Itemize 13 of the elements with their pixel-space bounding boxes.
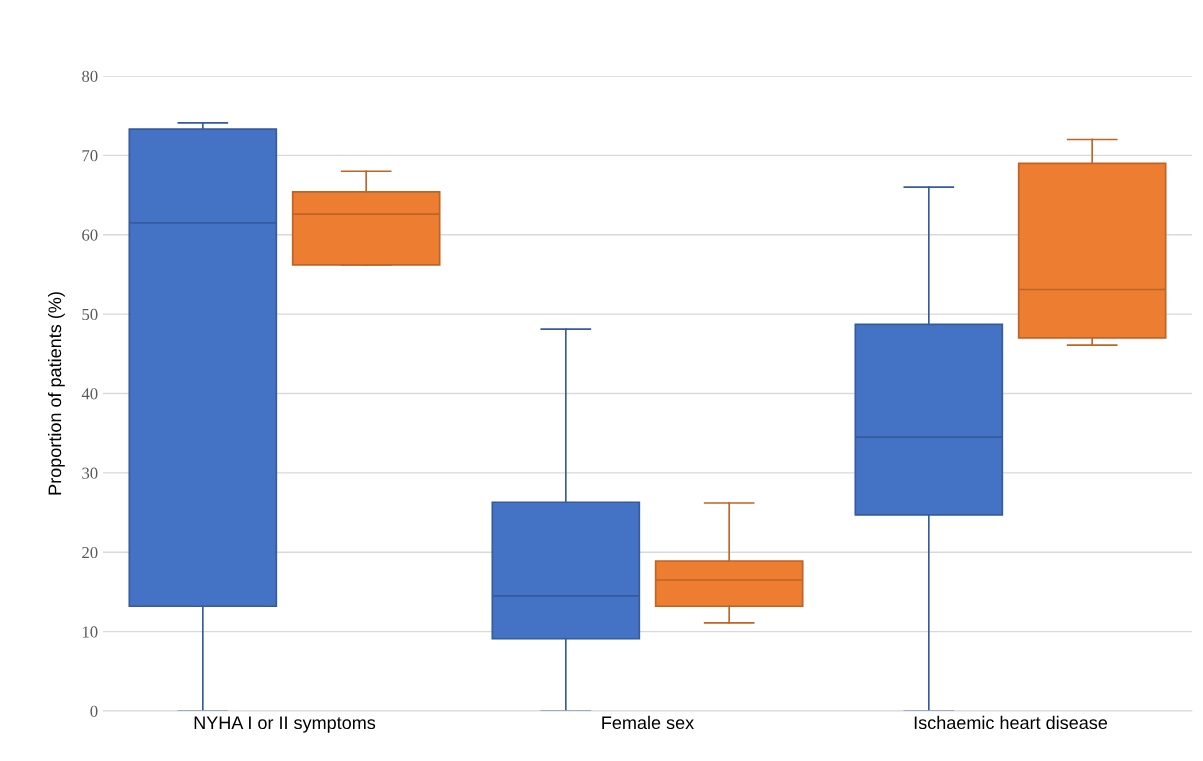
y-tick-label: 20 xyxy=(82,546,98,559)
x-tick-label: Ischaemic heart disease xyxy=(914,715,1108,730)
y-tick-label: 40 xyxy=(81,388,98,400)
y-tick-label: 0 xyxy=(90,705,98,717)
y-tick-label: 10 xyxy=(82,626,98,638)
y-axis-title: Proportion of patients (%) xyxy=(47,292,65,495)
y-tick-label: 30 xyxy=(82,467,98,479)
y-tick-label: 80 xyxy=(82,70,98,82)
x-tick-label: NYHA I or II symptoms xyxy=(194,716,376,733)
y-tick-label: 70 xyxy=(82,150,98,162)
y-tick-label: 60 xyxy=(82,229,98,241)
y-tick-label: 50 xyxy=(82,308,98,321)
x-tick-label: Female sex xyxy=(602,715,694,730)
